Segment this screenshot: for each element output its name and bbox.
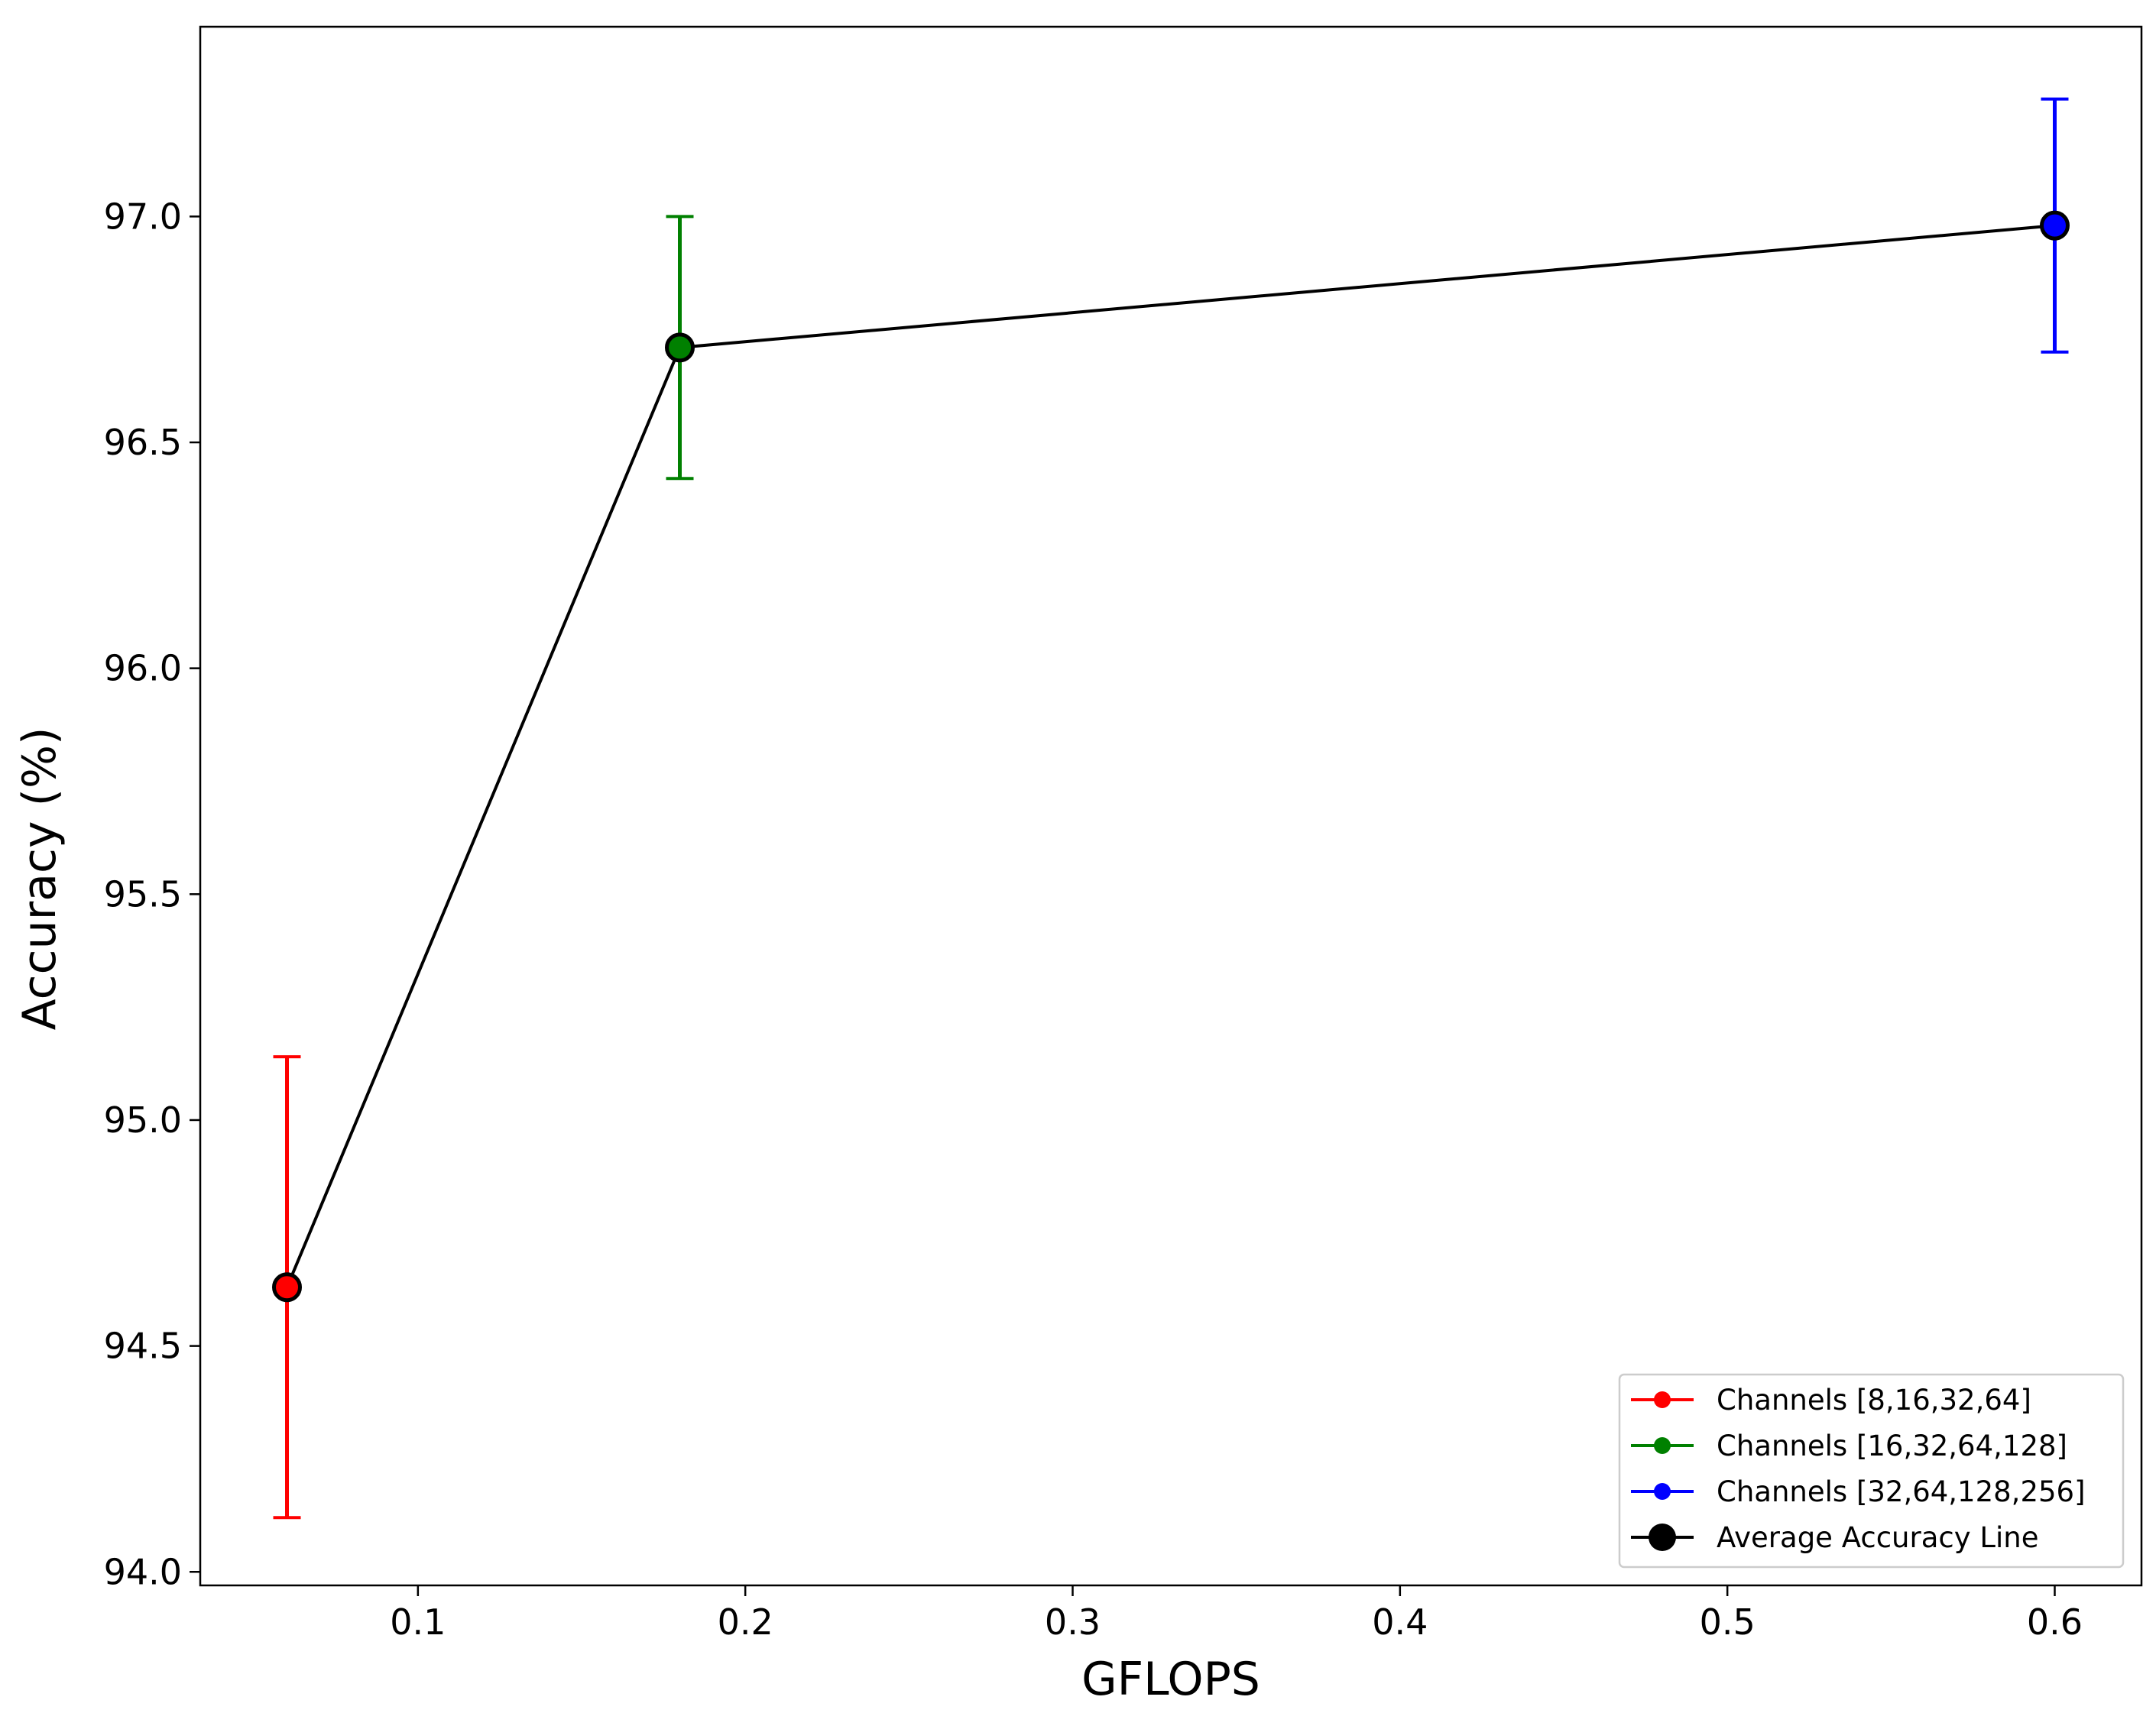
data-point-0 [272, 1272, 303, 1303]
data-point-2 [2039, 210, 2070, 241]
legend-marker-channels-8-16-32-64 [1654, 1391, 1671, 1408]
legend-label: Channels [32,64,128,256] [1717, 1475, 2086, 1508]
y-tick-label: 96.5 [104, 422, 182, 463]
y-tick-label: 96.0 [104, 648, 182, 689]
y-tick-label: 95.0 [104, 1099, 182, 1141]
x-tick-label: 0.5 [1700, 1601, 1756, 1643]
x-tick-label: 0.1 [390, 1601, 446, 1643]
x-axis-label: GFLOPS [1081, 1653, 1260, 1706]
y-tick-label: 94.5 [104, 1326, 182, 1367]
y-axis-label: Accuracy (%) [13, 727, 66, 1031]
legend-marker-channels-16-32-64-128 [1654, 1437, 1671, 1454]
x-axis-ticks: 0.1 0.2 0.3 0.4 0.5 0.6 [390, 1585, 2083, 1643]
legend-label: Average Accuracy Line [1717, 1521, 2039, 1554]
data-points [272, 210, 2070, 1303]
x-tick-label: 0.3 [1045, 1601, 1101, 1643]
legend-marker-channels-32-64-128-256 [1654, 1483, 1671, 1500]
y-tick-label: 95.5 [104, 873, 182, 915]
x-tick-label: 0.4 [1372, 1601, 1428, 1643]
y-tick-label: 97.0 [104, 196, 182, 237]
y-axis-ticks: 94.0 94.5 95.0 95.5 96.0 96.5 97.0 [104, 196, 200, 1592]
x-tick-label: 0.2 [718, 1601, 773, 1643]
legend: Channels [8,16,32,64] Channels [16,32,64,… [1618, 1373, 2125, 1569]
legend-label: Channels [8,16,32,64] [1717, 1384, 2031, 1417]
legend-box [1618, 1373, 2125, 1569]
data-point-1 [665, 332, 695, 363]
plot-frame [199, 25, 2143, 1587]
legend-marker-average-accuracy-line [1649, 1524, 1676, 1551]
plot-area [200, 27, 2141, 1585]
y-tick-label: 94.0 [104, 1551, 182, 1592]
legend-label: Channels [16,32,64,128] [1717, 1430, 2067, 1462]
x-tick-label: 0.6 [2027, 1601, 2083, 1643]
